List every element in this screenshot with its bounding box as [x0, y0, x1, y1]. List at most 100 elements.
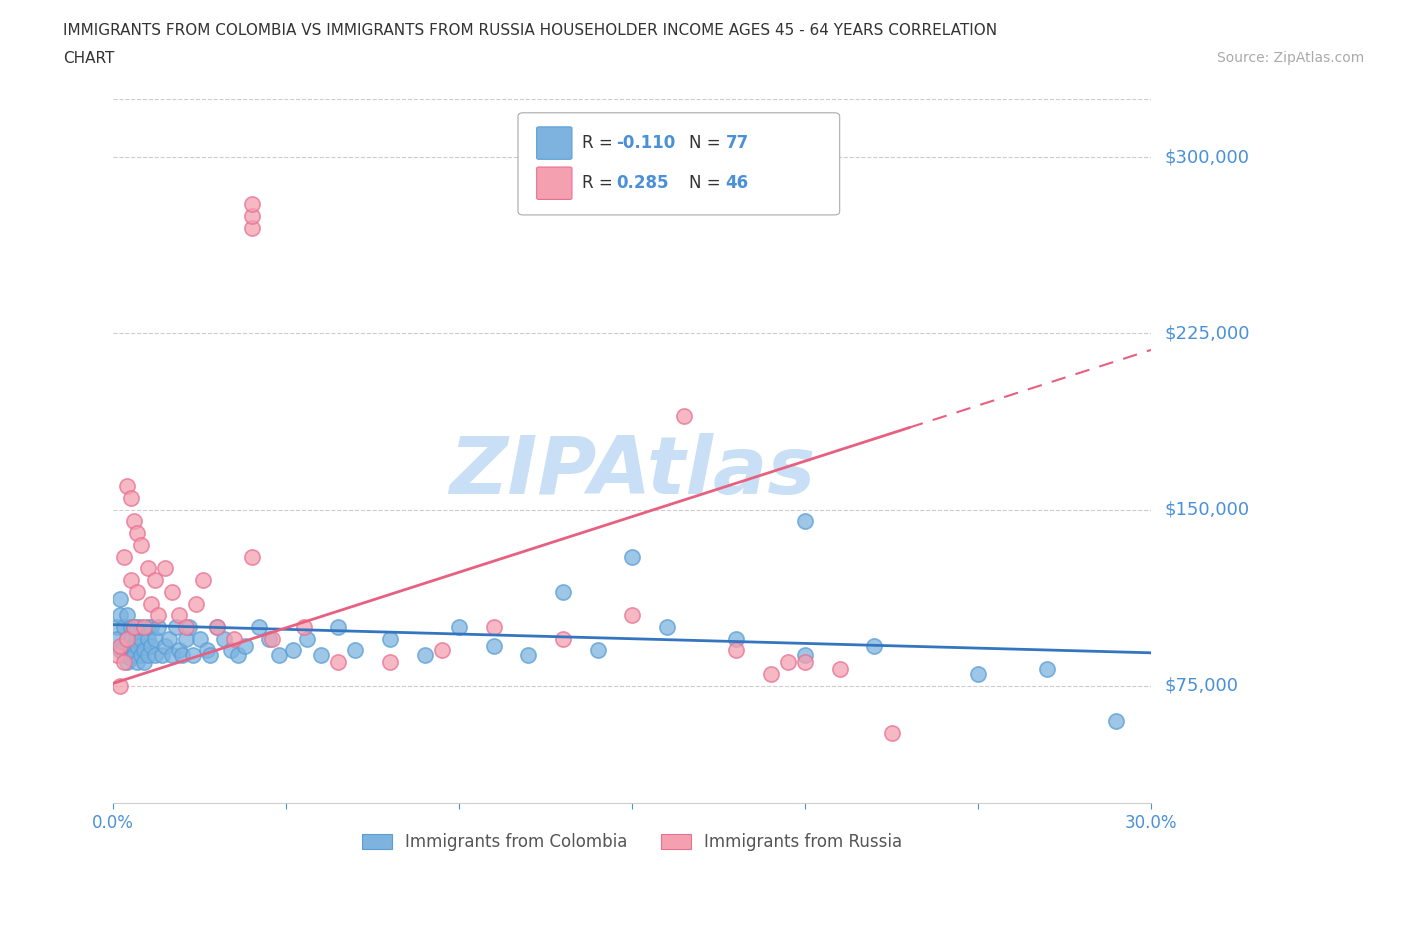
Point — [105, 619, 128, 634]
Point — [193, 573, 215, 588]
Point — [127, 619, 149, 634]
Point — [153, 638, 176, 653]
Text: $225,000: $225,000 — [1166, 325, 1250, 342]
Point — [181, 647, 204, 662]
Point — [219, 643, 242, 658]
Point — [174, 619, 197, 634]
Point — [112, 549, 135, 564]
Point — [148, 619, 170, 634]
Point — [112, 647, 135, 662]
Point — [122, 638, 145, 653]
Point — [257, 631, 280, 646]
Point — [724, 643, 747, 658]
Point — [240, 197, 263, 212]
Point — [621, 549, 644, 564]
Text: N =: N = — [689, 174, 725, 193]
Text: ZIPAtlas: ZIPAtlas — [449, 433, 815, 511]
Point — [212, 631, 235, 646]
Point — [129, 631, 152, 646]
Text: Source: ZipAtlas.com: Source: ZipAtlas.com — [1216, 51, 1364, 65]
Point — [136, 619, 159, 634]
Point — [150, 647, 173, 662]
Point — [105, 631, 128, 646]
Point — [247, 619, 270, 634]
Point — [120, 643, 142, 658]
Point — [134, 643, 156, 658]
Point — [108, 608, 131, 623]
Point — [621, 608, 644, 623]
Point — [167, 608, 190, 623]
Point — [120, 631, 142, 646]
Point — [112, 619, 135, 634]
Point — [292, 619, 315, 634]
Point — [134, 619, 156, 634]
Point — [828, 662, 851, 677]
Point — [551, 584, 574, 599]
Point — [967, 667, 990, 682]
Point — [115, 655, 138, 670]
Point — [167, 643, 190, 658]
Point — [551, 631, 574, 646]
Point — [134, 655, 156, 670]
Text: R =: R = — [582, 134, 619, 153]
Point — [153, 561, 176, 576]
Point — [127, 525, 149, 540]
Point — [198, 647, 221, 662]
Point — [115, 608, 138, 623]
Point — [127, 584, 149, 599]
FancyBboxPatch shape — [517, 113, 839, 215]
Point — [482, 638, 505, 653]
Point — [863, 638, 886, 653]
Point — [122, 619, 145, 634]
Point — [108, 643, 131, 658]
Text: 77: 77 — [725, 134, 749, 153]
Point — [794, 655, 817, 670]
Point — [108, 591, 131, 606]
Point — [115, 479, 138, 494]
FancyBboxPatch shape — [537, 167, 572, 199]
Point — [309, 647, 332, 662]
Point — [655, 619, 678, 634]
Point — [136, 561, 159, 576]
Point — [120, 650, 142, 665]
Point — [233, 638, 256, 653]
Point — [1105, 713, 1128, 728]
Point — [240, 208, 263, 223]
Point — [115, 631, 138, 646]
Point — [120, 573, 142, 588]
Point — [344, 643, 367, 658]
Point — [430, 643, 453, 658]
Point — [127, 638, 149, 653]
Point — [136, 631, 159, 646]
Point — [136, 647, 159, 662]
Point — [195, 643, 218, 658]
Point — [122, 514, 145, 529]
Point — [794, 514, 817, 529]
Point — [143, 631, 166, 646]
Point — [205, 619, 228, 634]
Point — [179, 619, 201, 634]
Point — [224, 631, 246, 646]
Text: N =: N = — [689, 134, 725, 153]
Point — [776, 655, 799, 670]
Point — [295, 631, 318, 646]
Point — [1036, 662, 1059, 677]
Point — [122, 647, 145, 662]
Point — [186, 596, 208, 611]
Point — [188, 631, 211, 646]
Point — [326, 619, 349, 634]
Point — [108, 638, 131, 653]
Text: -0.110: -0.110 — [617, 134, 676, 153]
Point — [165, 619, 187, 634]
Point — [143, 647, 166, 662]
FancyBboxPatch shape — [537, 126, 572, 159]
Point — [482, 619, 505, 634]
Point — [120, 490, 142, 505]
Point — [129, 538, 152, 552]
Point — [105, 647, 128, 662]
Point — [281, 643, 304, 658]
Point — [112, 655, 135, 670]
Point — [326, 655, 349, 670]
Point — [122, 619, 145, 634]
Point — [226, 647, 249, 662]
